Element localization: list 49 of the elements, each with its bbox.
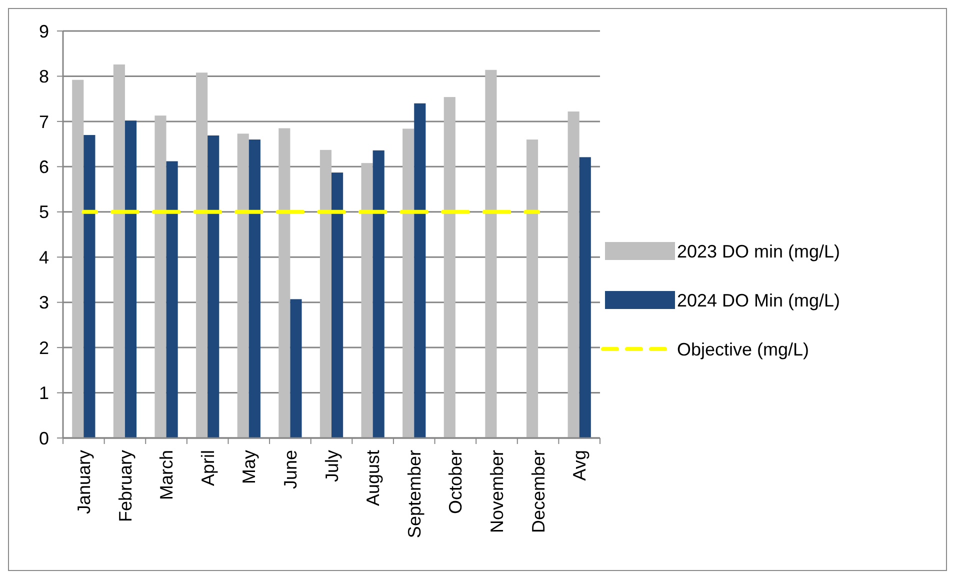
bar: [361, 163, 373, 438]
bar: [208, 135, 220, 438]
bar: [414, 103, 426, 438]
x-tick-label: Avg: [570, 450, 590, 481]
bar: [154, 116, 166, 438]
x-tick-label: May: [239, 450, 260, 484]
x-tick-label: August: [363, 450, 384, 506]
bar: [485, 70, 497, 438]
bar: [196, 72, 208, 438]
bar: [124, 120, 137, 438]
bar: [166, 161, 178, 438]
bar: [72, 80, 84, 438]
x-tick-label: March: [156, 450, 177, 500]
bar: [248, 140, 260, 438]
y-tick-label: 2: [38, 338, 49, 358]
y-tick-label: 9: [38, 21, 49, 42]
bar: [332, 172, 344, 438]
bar: [372, 150, 384, 438]
x-tick-label: October: [446, 450, 466, 514]
y-tick-label: 5: [38, 202, 49, 222]
y-tick-label: 7: [38, 112, 49, 132]
bar: [113, 64, 125, 438]
bar: [568, 111, 580, 438]
x-tick-label: January: [74, 450, 94, 514]
x-tick-label: December: [528, 450, 548, 534]
x-tick-label: September: [404, 450, 424, 538]
legend-label: 2023 DO min (mg/L): [677, 241, 840, 262]
y-tick-label: 3: [38, 292, 49, 313]
bar: [290, 299, 302, 438]
x-tick-label: February: [115, 450, 136, 522]
bar: [444, 97, 456, 438]
y-tick-label: 4: [38, 247, 49, 268]
bar: [320, 150, 332, 438]
bar: [526, 140, 538, 438]
x-tick-label: July: [322, 450, 342, 482]
x-tick-label: June: [280, 450, 300, 490]
x-tick-label: April: [198, 450, 218, 486]
y-tick-label: 1: [38, 383, 49, 404]
bar: [278, 128, 290, 438]
legend-label: 2024 DO Min (mg/L): [677, 290, 840, 310]
bar: [84, 135, 96, 438]
x-tick-label: November: [487, 450, 508, 534]
y-tick-label: 6: [38, 156, 49, 177]
bar: [237, 134, 249, 438]
legend-label: Objective (mg/L): [677, 339, 810, 360]
bar: [579, 157, 591, 438]
y-tick-label: 8: [38, 66, 49, 87]
y-tick-label: 0: [38, 428, 49, 448]
bar: [402, 128, 414, 438]
